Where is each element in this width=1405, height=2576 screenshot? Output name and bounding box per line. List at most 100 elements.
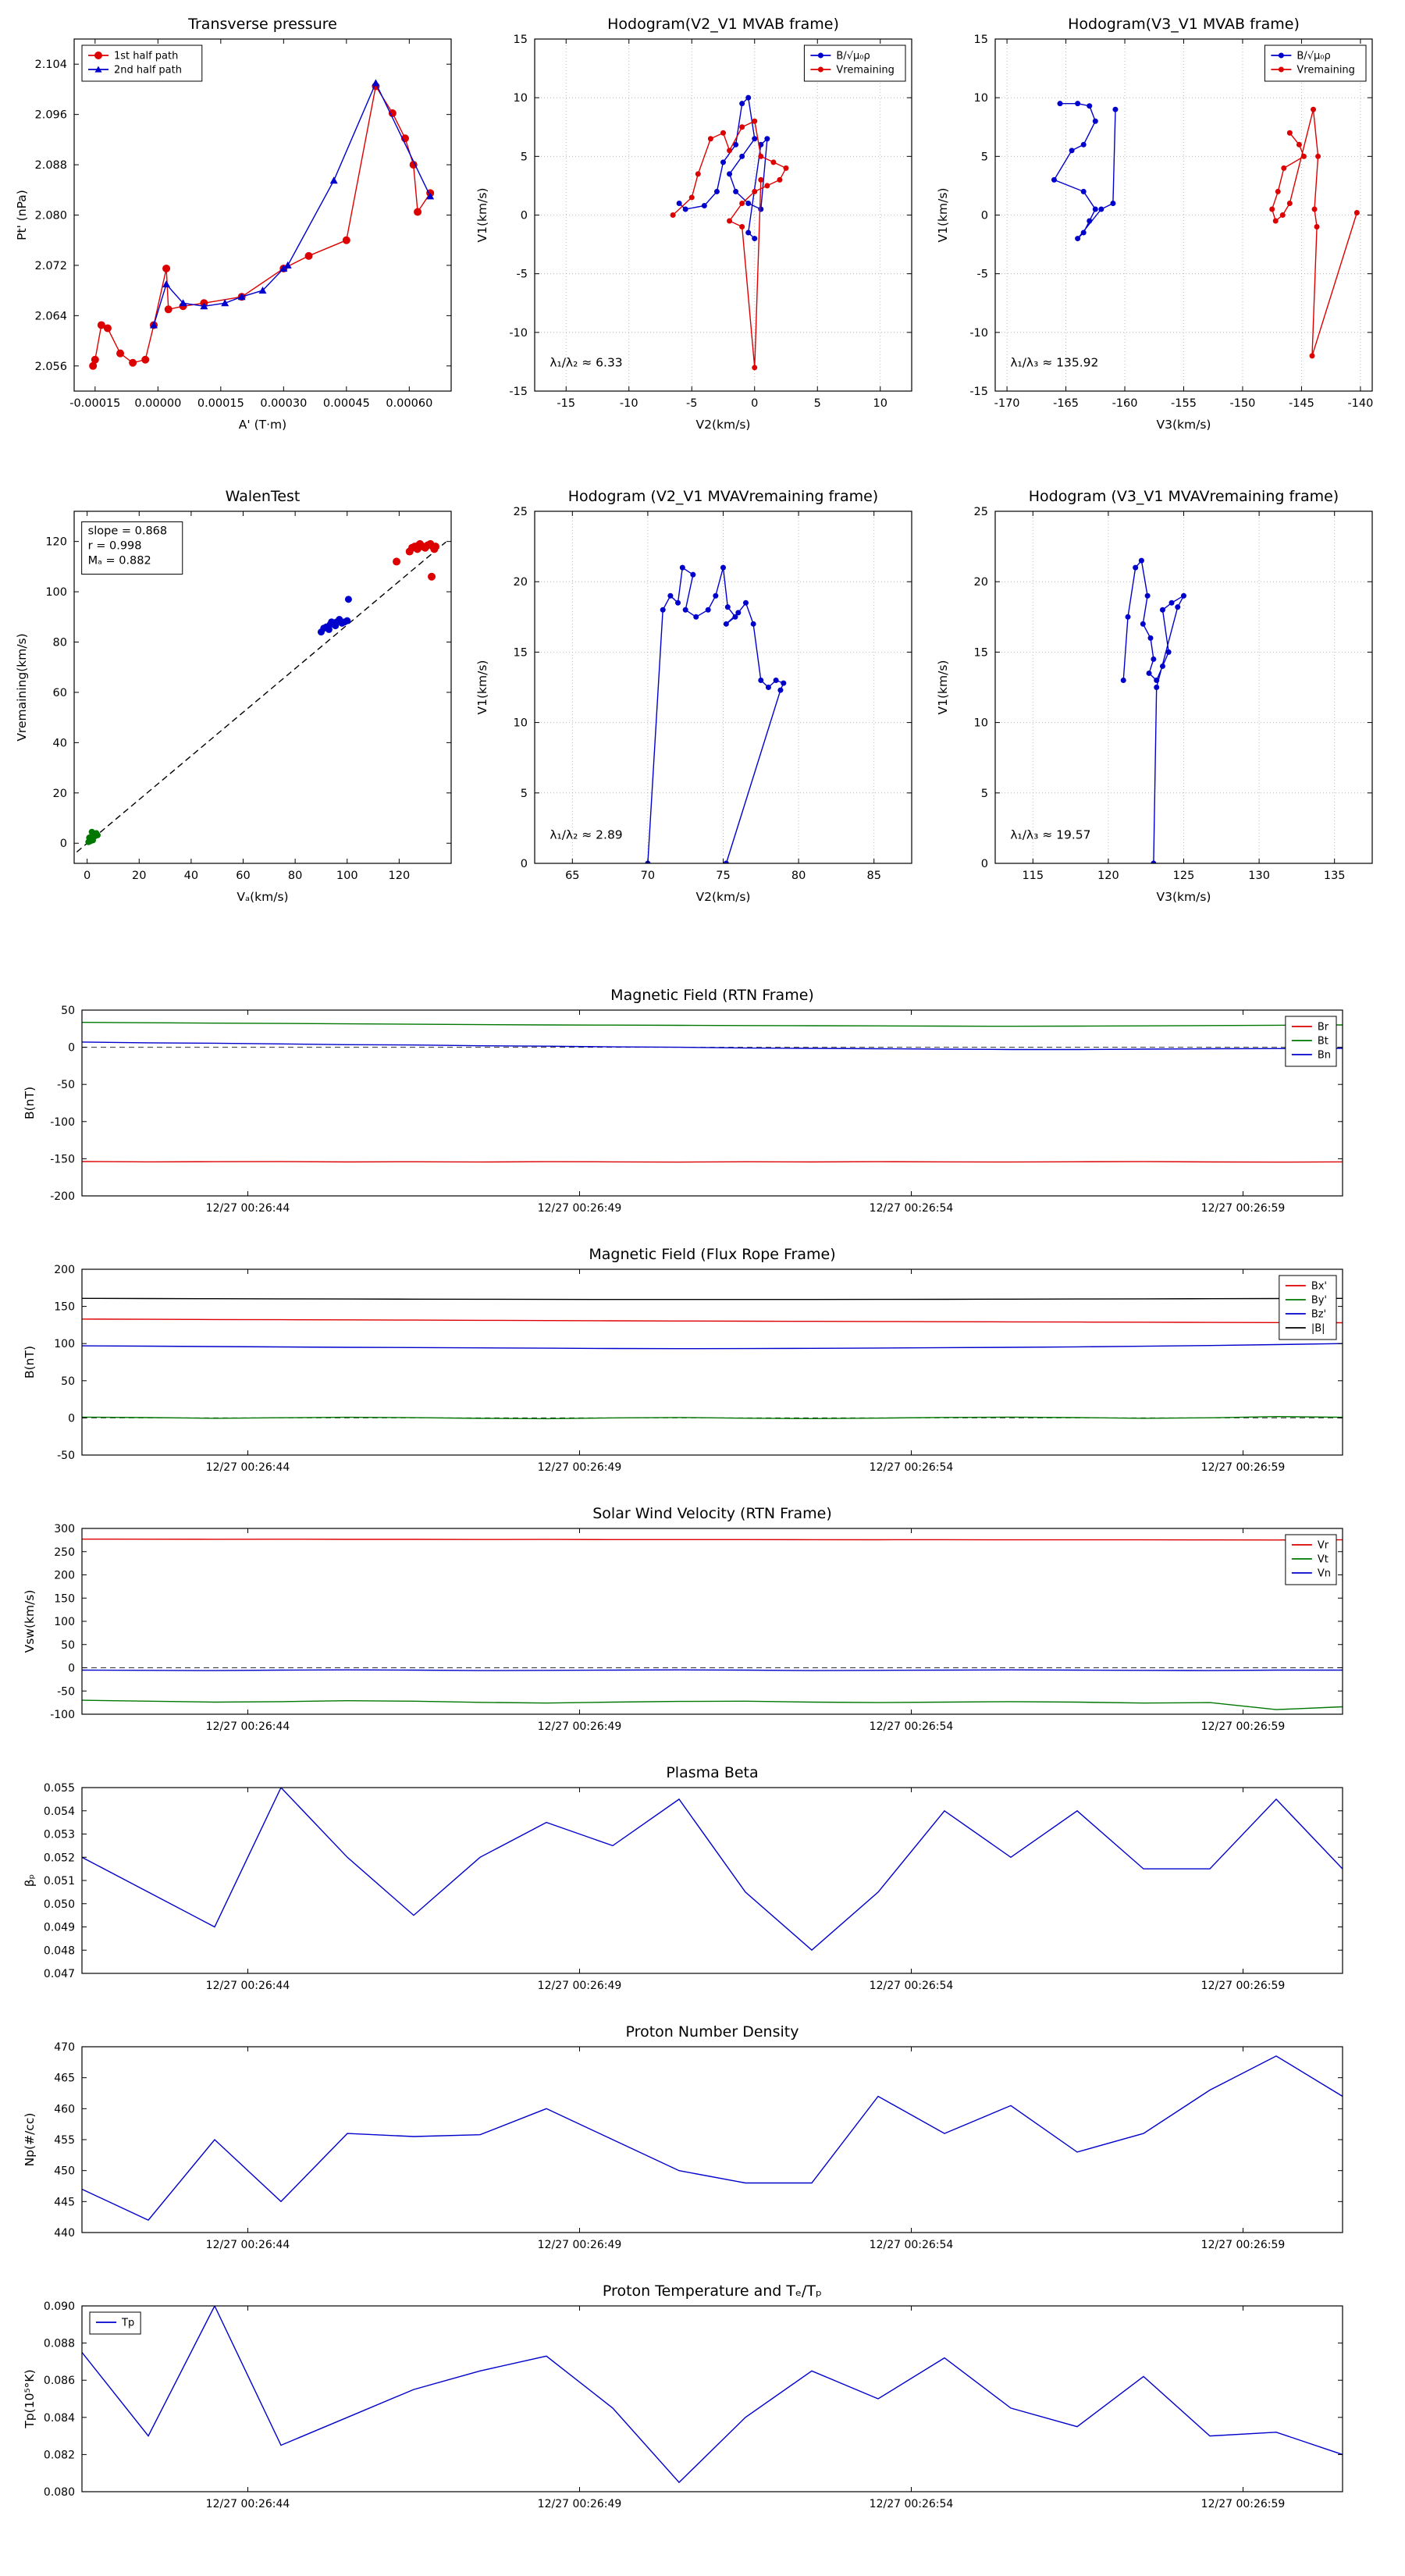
svg-text:0: 0 <box>60 838 67 850</box>
svg-text:Np(#/cc): Np(#/cc) <box>23 2113 37 2167</box>
svg-text:Vt: Vt <box>1318 1554 1329 1566</box>
svg-text:40: 40 <box>53 737 67 749</box>
svg-text:455: 455 <box>54 2134 75 2147</box>
svg-text:12/27 00:26:49: 12/27 00:26:49 <box>538 1720 622 1733</box>
svg-text:465: 465 <box>54 2073 75 2085</box>
svg-text:B(nT): B(nT) <box>23 1087 37 1119</box>
svg-text:V1(km/s): V1(km/s) <box>936 660 950 715</box>
svg-text:2.072: 2.072 <box>34 260 67 272</box>
svg-text:5: 5 <box>521 788 528 800</box>
svg-text:A' (T·m): A' (T·m) <box>239 418 286 432</box>
svg-text:Magnetic Field (Flux Rope Fram: Magnetic Field (Flux Rope Frame) <box>589 1246 835 1263</box>
svg-text:65: 65 <box>565 870 579 882</box>
svg-text:0.051: 0.051 <box>44 1875 75 1888</box>
svg-text:12/27 00:26:49: 12/27 00:26:49 <box>538 1980 622 1992</box>
svg-text:0.00060: 0.00060 <box>386 397 432 410</box>
svg-text:Proton Temperature and Tₑ/Tₚ: Proton Temperature and Tₑ/Tₚ <box>603 2282 822 2300</box>
svg-text:Transverse pressure: Transverse pressure <box>187 16 337 33</box>
svg-text:-5: -5 <box>517 269 528 281</box>
chart-svg: 12/27 00:26:44 12/27 00:26:49 12/27 00:26:… <box>23 1764 1343 1992</box>
svg-text:12/27 00:26:54: 12/27 00:26:54 <box>870 2498 954 2510</box>
svg-text:slope = 0.868: slope = 0.868 <box>88 525 167 538</box>
svg-text:-150: -150 <box>50 1153 75 1165</box>
svg-text:-10: -10 <box>509 327 528 340</box>
svg-text:12/27 00:26:59: 12/27 00:26:59 <box>1201 1202 1286 1215</box>
svg-text:Vremaining: Vremaining <box>836 65 895 76</box>
svg-text:Bn: Bn <box>1318 1050 1331 1062</box>
svg-text:Magnetic Field (RTN Frame): Magnetic Field (RTN Frame) <box>610 987 814 1004</box>
svg-text:0: 0 <box>68 1663 75 1675</box>
svg-text:0.00030: 0.00030 <box>260 397 307 410</box>
svg-text:15: 15 <box>974 34 988 46</box>
svg-text:12/27 00:26:49: 12/27 00:26:49 <box>538 2498 622 2510</box>
svg-text:V1(km/s): V1(km/s) <box>936 188 950 243</box>
svg-text:2.080: 2.080 <box>34 210 67 222</box>
svg-text:Bt: Bt <box>1318 1036 1329 1048</box>
svg-text:2.096: 2.096 <box>34 109 67 122</box>
svg-text:120: 120 <box>45 536 67 549</box>
svg-text:-155: -155 <box>1171 397 1197 410</box>
svg-text:Plasma Beta: Plasma Beta <box>666 1764 758 1781</box>
svg-text:445: 445 <box>54 2196 75 2208</box>
svg-text:-140: -140 <box>1347 397 1373 410</box>
svg-text:Vsw(km/s): Vsw(km/s) <box>23 1590 37 1653</box>
svg-text:0.090: 0.090 <box>44 2300 75 2313</box>
svg-text:-15: -15 <box>557 397 575 410</box>
svg-text:-160: -160 <box>1112 397 1138 410</box>
svg-text:WalenTest: WalenTest <box>226 488 301 505</box>
svg-text:Tp: Tp <box>121 2318 134 2329</box>
svg-text:B(nT): B(nT) <box>23 1346 37 1379</box>
svg-text:100: 100 <box>45 586 67 599</box>
svg-text:Vₐ(km/s): Vₐ(km/s) <box>237 890 288 904</box>
svg-text:V1(km/s): V1(km/s) <box>475 660 489 715</box>
svg-text:450: 450 <box>54 2165 75 2178</box>
svg-text:-10: -10 <box>969 327 988 340</box>
svg-text:Pt' (nPa): Pt' (nPa) <box>15 190 29 240</box>
svg-text:0.048: 0.048 <box>44 1944 75 1957</box>
svg-text:-170: -170 <box>994 397 1020 410</box>
svg-text:Br: Br <box>1318 1022 1329 1034</box>
svg-text:100: 100 <box>54 1338 75 1350</box>
svg-text:15: 15 <box>514 646 528 659</box>
svg-text:130: 130 <box>1248 870 1270 882</box>
svg-text:0.052: 0.052 <box>44 1852 75 1864</box>
svg-text:60: 60 <box>53 687 67 699</box>
chart-svg: 12/27 00:26:44 12/27 00:26:49 12/27 00:26:… <box>23 987 1343 1215</box>
svg-text:12/27 00:26:54: 12/27 00:26:54 <box>870 1980 954 1992</box>
svg-text:-100: -100 <box>50 1116 75 1129</box>
chart-svg: 0 20 40 60 80 100 120 0 20 40 60 80 100 120 WalenTest V… <box>15 488 452 904</box>
svg-text:0.00015: 0.00015 <box>197 397 244 410</box>
chart-svg: 12/27 00:26:44 12/27 00:26:49 12/27 00:26:… <box>23 2023 1343 2251</box>
svg-text:115: 115 <box>1022 870 1044 882</box>
svg-text:2nd half path: 2nd half path <box>114 65 182 76</box>
chart-svg: -170 -165 -160 -155 -150 -145 -140 -15 -10 -5 0 5 10… <box>936 16 1373 432</box>
svg-text:-50: -50 <box>57 1685 75 1698</box>
svg-text:80: 80 <box>791 870 806 882</box>
svg-text:0.00000: 0.00000 <box>134 397 181 410</box>
svg-text:50: 50 <box>61 1639 75 1652</box>
svg-text:Bz': Bz' <box>1311 1309 1326 1321</box>
svg-text:12/27 00:26:44: 12/27 00:26:44 <box>206 2498 290 2510</box>
svg-text:0.047: 0.047 <box>44 1968 75 1980</box>
svg-text:12/27 00:26:59: 12/27 00:26:59 <box>1201 2498 1286 2510</box>
svg-text:-10: -10 <box>620 397 638 410</box>
svg-text:2.056: 2.056 <box>34 361 67 373</box>
svg-text:15: 15 <box>514 34 528 46</box>
svg-text:Solar Wind Velocity (RTN Frame: Solar Wind Velocity (RTN Frame) <box>592 1505 832 1522</box>
row-second-charts: 0 20 40 60 80 100 120 0 20 40 60 80 100 120 WalenTest V… <box>8 479 1405 912</box>
svg-text:12/27 00:26:49: 12/27 00:26:49 <box>538 2239 622 2251</box>
svg-text:0.080: 0.080 <box>44 2486 75 2499</box>
svg-text:12/27 00:26:54: 12/27 00:26:54 <box>870 1461 954 1474</box>
svg-text:10: 10 <box>514 717 528 730</box>
svg-text:80: 80 <box>288 870 302 882</box>
chart-hodogram-v3v1-mvab: -170 -165 -160 -155 -150 -145 -140 -15 -10 -5 0 5 10… <box>929 6 1389 439</box>
svg-text:-50: -50 <box>57 1450 75 1462</box>
svg-text:70: 70 <box>641 870 655 882</box>
svg-text:-165: -165 <box>1053 397 1079 410</box>
svg-text:B/√μ₀ρ: B/√μ₀ρ <box>836 51 870 62</box>
svg-text:10: 10 <box>873 397 887 410</box>
svg-text:150: 150 <box>54 1301 75 1314</box>
svg-text:0.082: 0.082 <box>44 2449 75 2461</box>
chart-magnetic-field-rtn: 12/27 00:26:44 12/27 00:26:49 12/27 00:26:… <box>12 980 1385 1229</box>
svg-text:135: 135 <box>1324 870 1346 882</box>
